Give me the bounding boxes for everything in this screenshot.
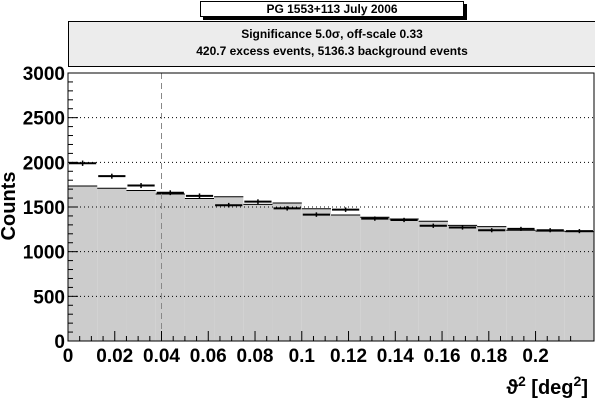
background-bar [155, 194, 185, 341]
background-bar [272, 202, 302, 341]
background-bar [214, 196, 244, 341]
background-bar [564, 231, 594, 341]
background-bar [331, 215, 361, 341]
x-tick-label: 0 [63, 346, 74, 367]
x-tick-label: 0.06 [190, 346, 227, 367]
signal-points [69, 160, 593, 234]
x-tick-label: 0.12 [330, 346, 367, 367]
x-tick-label: 0.04 [143, 346, 180, 367]
y-tick-label: 1000 [23, 243, 65, 264]
y-tick-label: 500 [33, 287, 65, 308]
background-bar [68, 186, 98, 341]
background-bar [535, 231, 565, 341]
y-tick-label: 2500 [23, 109, 65, 130]
x-tick-label: 0.18 [470, 346, 507, 367]
x-tick-label: 0.14 [377, 346, 414, 367]
background-bar [97, 188, 127, 341]
events-text: 420.7 excess events, 5136.3 background e… [196, 44, 468, 58]
x-axis-label: ϑ2 [deg2] [506, 373, 588, 399]
y-tick-label: 1500 [23, 198, 65, 219]
y-tick-label: 2000 [23, 153, 65, 174]
x-tick-label: 0.1 [289, 346, 316, 367]
background-bar [418, 221, 448, 341]
background-bar [506, 230, 536, 341]
x-axis: 0 0.02 0.04 0.06 0.08 0.1 0.12 0.14 0.16 0.18 0.2 [63, 331, 572, 367]
background-bar [301, 208, 331, 341]
background-histogram [68, 185, 594, 341]
chart-title: PG 1553+113 July 2006 [200, 1, 464, 17]
background-bar [243, 204, 273, 341]
background-bar [184, 198, 215, 341]
background-bar [360, 217, 390, 341]
background-bar [389, 219, 419, 341]
y-axis-label: Counts [0, 172, 20, 241]
y-axis: 0 500 1000 1500 2000 2500 3000 [23, 64, 78, 353]
significance-text: Significance 5.0σ, off-scale 0.33 [241, 27, 423, 41]
background-bar [126, 190, 156, 341]
background-bar [477, 226, 507, 341]
stats-box: Significance 5.0σ, off-scale 0.33 420.7 … [68, 21, 595, 67]
y-tick-label: 0 [54, 332, 65, 353]
y-tick-label: 3000 [23, 64, 65, 85]
x-tick-label: 0.02 [96, 346, 133, 367]
x-tick-label: 0.2 [522, 346, 548, 367]
background-bar [447, 225, 478, 341]
x-tick-label: 0.08 [237, 346, 274, 367]
x-tick-label: 0.16 [424, 346, 461, 367]
